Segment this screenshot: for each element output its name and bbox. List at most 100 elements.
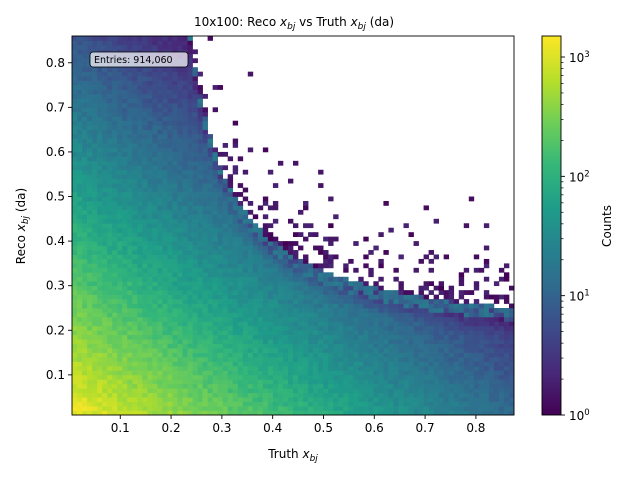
heatmap-cell — [117, 169, 123, 175]
heatmap-cell — [217, 85, 224, 90]
heatmap-cell — [368, 290, 374, 295]
heatmap-cell — [137, 339, 143, 345]
heatmap-cell — [483, 401, 490, 407]
heatmap-cell — [127, 361, 133, 367]
heatmap-cell — [107, 312, 113, 318]
heatmap-cell — [122, 156, 128, 162]
heatmap-cell — [508, 374, 515, 380]
heatmap-cell — [358, 392, 364, 398]
heatmap-cell — [192, 401, 198, 407]
heatmap-cell — [192, 379, 198, 385]
heatmap-cell — [132, 169, 138, 175]
heatmap-cell — [323, 312, 329, 318]
heatmap-cell — [97, 321, 103, 327]
heatmap-cell — [282, 401, 289, 407]
heatmap-cell — [102, 401, 108, 407]
heatmap-cell — [252, 227, 259, 233]
heatmap-cell — [298, 232, 304, 237]
heatmap-cell — [207, 406, 213, 411]
heatmap-cell — [232, 250, 239, 255]
heatmap-cell — [92, 370, 98, 376]
heatmap-cell — [107, 365, 113, 371]
heatmap-cell — [388, 303, 394, 309]
heatmap-cell — [483, 290, 490, 295]
heatmap-cell — [187, 294, 193, 300]
heatmap-cell — [217, 254, 224, 260]
heatmap-cell — [323, 330, 329, 336]
heatmap-cell — [287, 276, 294, 282]
heatmap-cell — [358, 374, 364, 380]
heatmap-cell — [478, 406, 485, 411]
heatmap-cell — [137, 192, 143, 197]
heatmap-cell — [142, 111, 148, 117]
heatmap-cell — [187, 343, 193, 349]
heatmap-cell — [378, 303, 384, 309]
heatmap-cell — [192, 67, 198, 73]
heatmap-cell — [202, 276, 208, 282]
heatmap-cell — [132, 214, 138, 220]
heatmap-cell — [92, 36, 98, 41]
heatmap-cell — [97, 44, 103, 50]
heatmap-cell — [247, 267, 254, 273]
heatmap-cell — [152, 334, 158, 340]
heatmap-cell — [137, 214, 143, 220]
heatmap-cell — [458, 303, 465, 309]
heatmap-cell — [443, 321, 450, 327]
heatmap-cell — [363, 290, 369, 295]
heatmap-cell — [132, 147, 138, 153]
heatmap-cell — [393, 294, 399, 300]
heatmap-cell — [187, 388, 193, 394]
heatmap-cell — [157, 147, 163, 153]
heatmap-cell — [162, 223, 168, 229]
heatmap-cell — [192, 58, 198, 64]
heatmap-cell — [157, 129, 163, 135]
heatmap-cell — [132, 209, 138, 215]
heatmap-cell — [157, 205, 163, 211]
heatmap-cell — [298, 348, 304, 353]
heatmap-cell — [267, 299, 274, 304]
heatmap-cell — [172, 325, 178, 331]
heatmap-cell — [182, 71, 188, 77]
heatmap-cell — [202, 352, 208, 358]
heatmap-cell — [122, 232, 128, 237]
heatmap-cell — [267, 276, 274, 282]
heatmap-cell — [328, 357, 334, 362]
heatmap-cell — [227, 383, 234, 389]
heatmap-cell — [227, 183, 234, 188]
heatmap-cell — [142, 120, 148, 126]
heatmap-cell — [363, 374, 369, 380]
heatmap-cell — [503, 397, 510, 402]
heatmap-cell — [97, 254, 103, 260]
heatmap-cell — [87, 178, 93, 184]
heatmap-cell — [92, 89, 98, 95]
heatmap-cell — [443, 365, 450, 371]
heatmap-cell — [438, 365, 445, 371]
heatmap-cell — [142, 156, 148, 162]
heatmap-cell — [308, 388, 314, 394]
heatmap-cell — [152, 307, 158, 313]
heatmap-cell — [227, 276, 234, 282]
heatmap-cell — [403, 307, 409, 313]
heatmap-cell — [152, 241, 158, 246]
heatmap-cell — [82, 352, 88, 358]
heatmap-cell — [393, 334, 399, 340]
heatmap-cell — [152, 187, 158, 193]
heatmap-cell — [343, 370, 349, 376]
heatmap-cell — [408, 397, 414, 402]
heatmap-cell — [77, 406, 83, 411]
heatmap-cell — [232, 325, 239, 331]
heatmap-cell — [197, 303, 203, 309]
heatmap-cell — [378, 258, 384, 264]
heatmap-cell — [147, 276, 153, 282]
heatmap-cell — [463, 357, 470, 362]
heatmap-cell — [162, 120, 168, 126]
heatmap-cell — [127, 348, 133, 353]
heatmap-cell — [122, 294, 128, 300]
heatmap-cell — [172, 107, 178, 113]
heatmap-cell — [122, 281, 128, 287]
heatmap-cell — [142, 36, 148, 41]
heatmap-cell — [97, 241, 103, 246]
heatmap-cell — [468, 379, 475, 385]
heatmap-cell — [152, 236, 158, 242]
heatmap-cell — [458, 383, 465, 389]
